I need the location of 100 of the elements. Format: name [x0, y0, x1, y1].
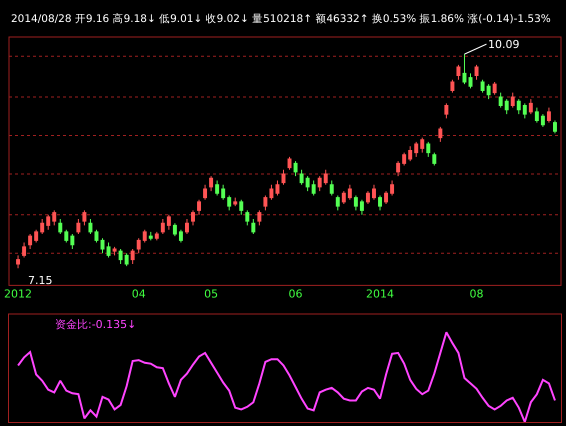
candlestick — [112, 246, 117, 256]
candlestick — [209, 176, 214, 192]
x-tick-label: 2012 — [4, 287, 32, 300]
candlestick — [534, 107, 539, 124]
candlestick — [288, 156, 292, 170]
candlestick — [342, 190, 346, 205]
candlestick — [124, 252, 129, 267]
candlestick — [16, 254, 20, 269]
candlestick — [118, 248, 123, 264]
candlestick — [64, 229, 68, 244]
candlestick — [336, 194, 340, 211]
candlestick — [136, 238, 141, 254]
candlestick — [378, 194, 382, 211]
candlestick — [468, 72, 472, 89]
candlestick — [88, 218, 92, 234]
candlestick — [420, 137, 424, 154]
candlestick — [142, 229, 147, 244]
candlestick — [474, 64, 479, 80]
candlestick — [300, 169, 304, 186]
candlestick — [251, 218, 256, 234]
x-tick-label: 06 — [288, 287, 303, 300]
candlestick — [372, 184, 376, 200]
x-tick-label: 04 — [132, 287, 146, 300]
candlestick — [354, 194, 358, 211]
candlestick — [384, 190, 388, 205]
candlestick — [34, 229, 38, 244]
candlestick — [245, 210, 250, 226]
candlestick — [312, 180, 316, 196]
candlestick — [330, 180, 334, 196]
candlestick — [408, 146, 412, 162]
candlestick — [257, 210, 262, 226]
candlestick — [76, 218, 80, 234]
candlestick — [221, 184, 226, 200]
candlestick — [414, 141, 418, 158]
candlestick — [197, 199, 202, 216]
candlestick — [282, 169, 286, 186]
candlestick — [269, 184, 274, 200]
candlestick — [154, 231, 159, 241]
candlestick — [46, 214, 50, 230]
x-tick-label: 2014 — [366, 287, 394, 300]
annotation: 10.09 — [488, 38, 520, 51]
candlestick — [438, 126, 442, 142]
candlestick — [160, 218, 165, 234]
candlestick — [390, 180, 394, 196]
candlestick — [516, 98, 521, 115]
candlestick — [402, 152, 406, 166]
candlestick — [100, 238, 104, 254]
candlestick — [233, 197, 238, 207]
x-tick-label: 08 — [470, 287, 484, 300]
candlestick — [426, 141, 430, 158]
chart-title: 2014/08/28 开9.16 高9.18↓ 低9.01↓ 收9.02↓ 量510218↑ 额46332↑ 换0.53% 振1.86% 涨(-0.14)-1.53% — [11, 12, 551, 25]
candlestick — [324, 169, 328, 186]
candlestick — [498, 92, 503, 108]
candlestick — [82, 210, 86, 226]
candlestick — [540, 114, 545, 128]
chart-title: 资金比:-0.135↓ — [55, 318, 136, 331]
text: 7.15 — [28, 274, 52, 287]
candlestick — [306, 176, 310, 192]
candlestick — [22, 242, 26, 258]
x-tick-label: 05 — [204, 287, 218, 300]
candlestick — [450, 79, 454, 94]
candlestick — [130, 248, 135, 264]
candlestick — [432, 152, 436, 166]
candlestick — [528, 98, 533, 115]
candlestick — [184, 218, 189, 234]
candlestick — [396, 160, 400, 177]
candlestick — [486, 84, 491, 100]
candlestick — [263, 194, 268, 211]
candlestick — [28, 233, 32, 250]
candlestick — [52, 210, 56, 226]
candlestick — [106, 242, 111, 258]
candlestick — [360, 199, 364, 216]
candlestick — [348, 184, 352, 200]
candlestick — [552, 120, 557, 134]
candlestick — [294, 160, 298, 177]
candlestick — [203, 184, 208, 200]
candlestick — [456, 64, 460, 80]
candlestick — [172, 222, 177, 237]
candlestick — [492, 81, 497, 96]
candlestick — [148, 231, 153, 241]
candlestick — [94, 229, 98, 244]
candlestick — [215, 180, 220, 196]
candlestick — [522, 102, 527, 119]
candlestick — [191, 210, 195, 226]
candlestick — [40, 218, 44, 234]
candlestick — [510, 92, 515, 108]
candlestick — [504, 98, 509, 115]
candlestick — [58, 218, 62, 234]
candlestick — [239, 199, 244, 216]
candlestick — [318, 176, 322, 192]
candlestick — [178, 229, 183, 244]
candlestick — [444, 102, 448, 119]
candlestick — [70, 233, 74, 250]
candlestick — [166, 214, 171, 230]
candlestick — [546, 107, 551, 124]
candlestick — [227, 194, 232, 211]
candlestick — [275, 180, 280, 196]
candlestick — [462, 54, 466, 85]
candlestick — [480, 79, 485, 94]
candlestick — [366, 190, 370, 205]
